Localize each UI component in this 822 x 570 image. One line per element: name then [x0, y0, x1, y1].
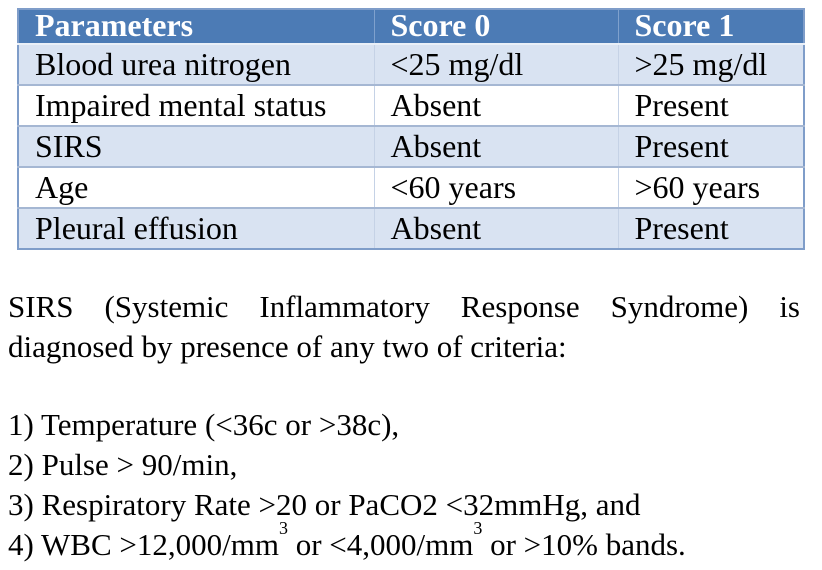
cell-parameter: Age — [18, 166, 375, 208]
criterion-4-text-a: 4) WBC >12,000/mm — [8, 527, 279, 562]
sirs-criteria-list: 1) Temperature (<36c or >38c), 2) Pulse … — [8, 405, 800, 565]
criterion-3: 3) Respiratory Rate >20 or PaCO2 <32mmHg… — [8, 487, 641, 522]
sirs-definition-paragraph: SIRS (Systemic Inflammatory Response Syn… — [8, 289, 800, 364]
cell-parameter: SIRS — [18, 125, 375, 167]
table-row-impaired-mental-status: Impaired mental status Absent Present — [18, 84, 804, 126]
cell-score1: Present — [618, 84, 804, 126]
table-row-pleural-effusion: Pleural effusion Absent Present — [18, 207, 804, 249]
table-header: Parameters Score 0 Score 1 — [18, 9, 804, 45]
cell-parameter: Impaired mental status — [18, 84, 375, 126]
col-header-parameters: Parameters — [18, 9, 375, 45]
criterion-4-text-b: or <4,000/mm — [287, 527, 474, 562]
cell-score0: <60 years — [374, 166, 619, 208]
criterion-2: 2) Pulse > 90/min, — [8, 447, 238, 482]
col-header-score0: Score 0 — [374, 9, 619, 45]
superscript-3: 3 — [278, 517, 288, 538]
cell-score0: <25 mg/dl — [374, 44, 619, 85]
cell-score0: Absent — [374, 125, 619, 167]
bisap-score-table-container: Parameters Score 0 Score 1 Blood urea ni… — [17, 8, 805, 250]
parameters-score-table: Parameters Score 0 Score 1 Blood urea ni… — [17, 8, 805, 250]
cell-score0: Absent — [374, 207, 619, 249]
table-row-blood-urea-nitrogen: Blood urea nitrogen <25 mg/dl >25 mg/dl — [18, 44, 804, 85]
cell-score0: Absent — [374, 84, 619, 126]
criterion-4: 4) WBC >12,000/mm3 or <4,000/mm3 or >10%… — [8, 519, 800, 565]
table-row-sirs: SIRS Absent Present — [18, 125, 804, 167]
cell-parameter: Blood urea nitrogen — [18, 44, 375, 85]
table-header-row: Parameters Score 0 Score 1 — [18, 9, 804, 45]
table-body: Blood urea nitrogen <25 mg/dl >25 mg/dl … — [18, 44, 804, 249]
cell-score1: Present — [618, 207, 804, 249]
col-header-score1: Score 1 — [618, 9, 804, 45]
superscript-3: 3 — [473, 517, 483, 538]
criterion-1: 1) Temperature (<36c or >38c), — [8, 407, 400, 442]
cell-score1: >60 years — [618, 166, 804, 208]
table-row-age: Age <60 years >60 years — [18, 166, 804, 208]
criterion-4-text-c: or >10% bands. — [482, 527, 686, 562]
sirs-note-block: SIRS (Systemic Inflammatory Response Syn… — [8, 287, 800, 565]
cell-score1: Present — [618, 125, 804, 167]
cell-parameter: Pleural effusion — [18, 207, 375, 249]
cell-score1: >25 mg/dl — [618, 44, 804, 85]
